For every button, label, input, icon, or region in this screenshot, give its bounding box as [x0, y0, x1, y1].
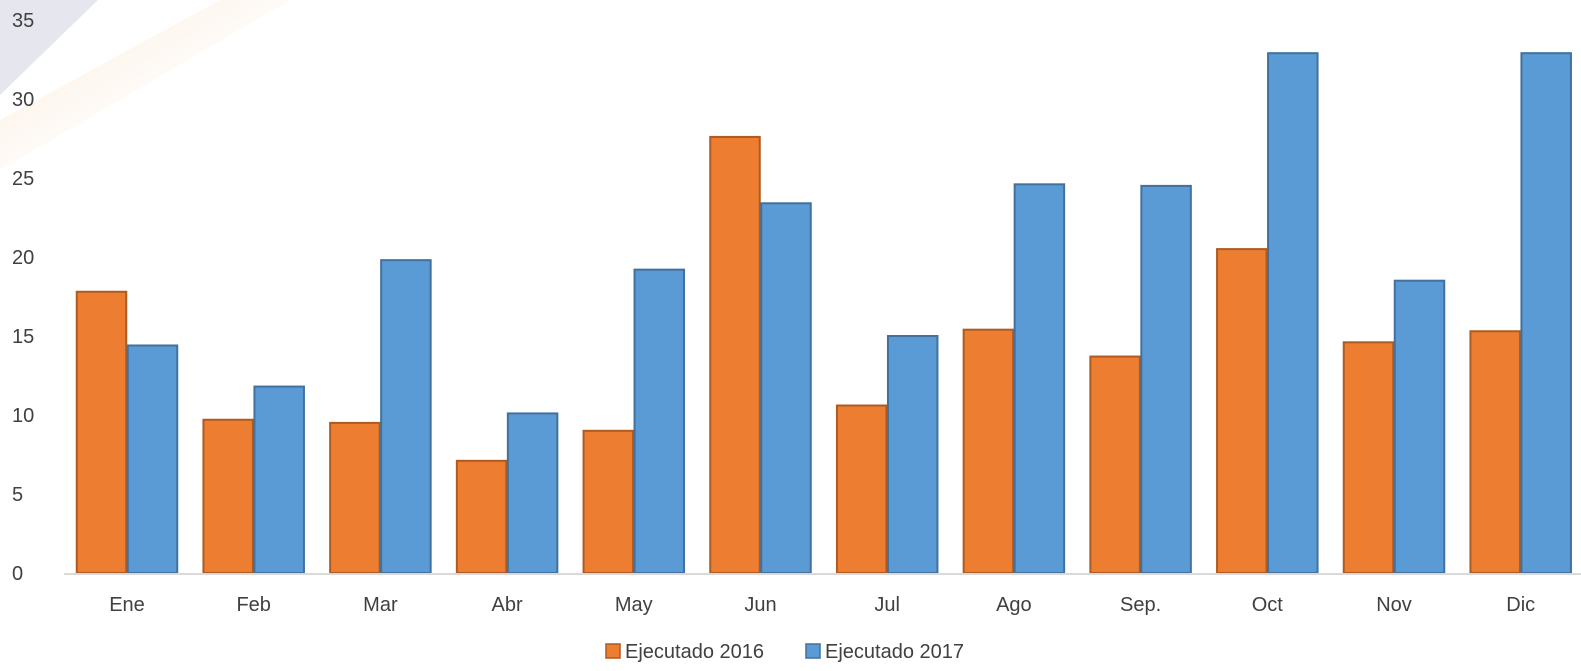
- bar-2017-ene: [126, 344, 179, 575]
- bar-2016-ago: [962, 328, 1015, 574]
- bar-2016-jun: [709, 135, 761, 574]
- bar-2017-mar: [380, 259, 432, 574]
- y-tick-label: 25: [12, 168, 34, 190]
- x-category-label: Abr: [492, 594, 523, 616]
- x-category-label: Sep.: [1120, 594, 1161, 616]
- x-category-label: Oct: [1252, 594, 1284, 616]
- bar-2016-sep: [1089, 355, 1141, 575]
- y-tick-label: 5: [12, 484, 23, 506]
- bars-group: [75, 52, 1572, 575]
- legend-swatch: [605, 643, 621, 659]
- y-tick-label: 20: [12, 247, 34, 269]
- bar-2016-abr: [455, 459, 508, 575]
- x-category-label: May: [615, 594, 653, 616]
- bar-2017-jun: [760, 202, 812, 574]
- background-watermark: [0, 0, 290, 170]
- bar-2017-nov: [1393, 279, 1446, 574]
- bar-2017-sep: [1140, 184, 1192, 574]
- bar-2016-dic: [1469, 330, 1521, 575]
- x-category-label: Feb: [236, 594, 270, 616]
- bar-2016-may: [582, 429, 635, 574]
- bar-2016-nov: [1342, 341, 1395, 574]
- x-category-label: Jun: [744, 594, 776, 616]
- legend-label: Ejecutado 2017: [825, 641, 964, 663]
- legend: Ejecutado 2016 Ejecutado 2017: [605, 641, 964, 663]
- y-tick-label: 0: [12, 563, 23, 585]
- y-axis: 0 5 10 15 20 25 30 35: [12, 10, 34, 585]
- watermark-gray-shape: [0, 0, 98, 95]
- x-category-label: Ago: [996, 594, 1032, 616]
- bar-2016-oct: [1216, 248, 1268, 574]
- watermark-orange-shape: [0, 0, 290, 170]
- bar-2016-feb: [202, 418, 254, 574]
- bar-2017-dic: [1520, 52, 1572, 575]
- x-category-label: Nov: [1376, 594, 1412, 616]
- bar-2017-may: [633, 268, 686, 574]
- x-axis: Ene Feb Mar Abr May Jun Jul Ago Sep. Oct Nov Dic: [109, 594, 1535, 616]
- y-tick-label: 30: [12, 89, 34, 111]
- bar-2017-jul: [886, 335, 939, 574]
- x-category-label: Dic: [1506, 594, 1535, 616]
- y-tick-label: 15: [12, 326, 34, 348]
- legend-swatch: [805, 643, 821, 659]
- legend-label: Ejecutado 2016: [625, 641, 764, 663]
- bar-2017-feb: [253, 385, 305, 574]
- bar-2016-jul: [835, 404, 888, 574]
- bar-2016-mar: [329, 421, 381, 574]
- x-category-label: Mar: [363, 594, 398, 616]
- bar-2017-abr: [506, 412, 559, 575]
- y-tick-label: 35: [12, 10, 34, 32]
- x-category-label: Jul: [874, 594, 900, 616]
- bar-2016-ene: [75, 290, 128, 574]
- x-category-label: Ene: [109, 594, 145, 616]
- y-tick-label: 10: [12, 405, 34, 427]
- bar-2017-oct: [1267, 52, 1319, 575]
- bar-2017-ago: [1013, 183, 1066, 574]
